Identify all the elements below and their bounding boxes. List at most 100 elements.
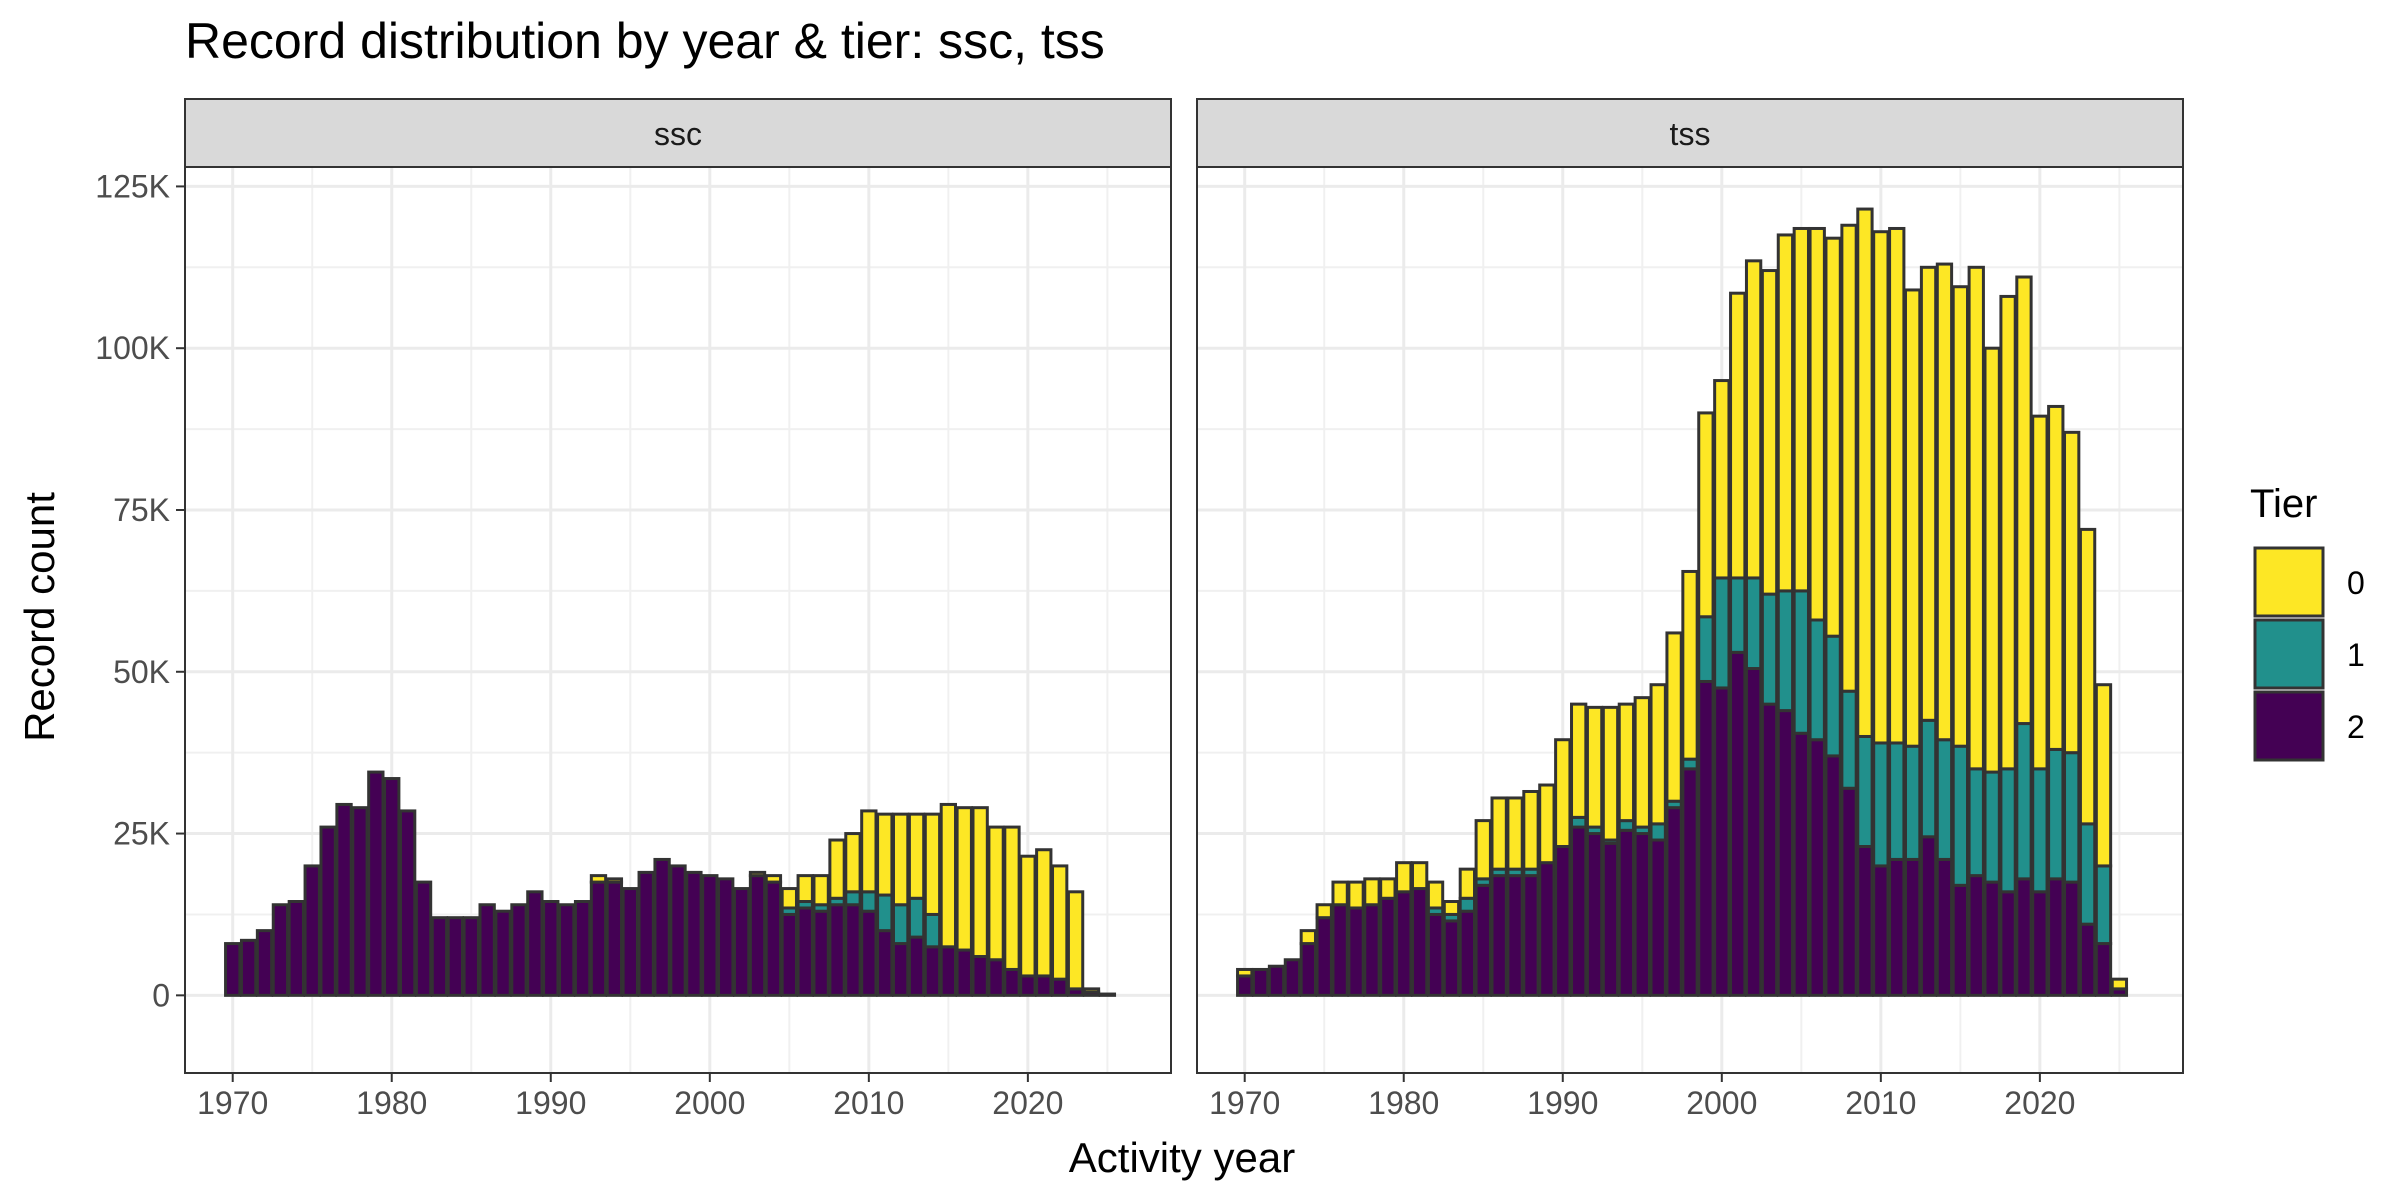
bar-ssc-2021-tier-0 bbox=[1035, 848, 1053, 978]
bar-tss-1980-tier-0 bbox=[1395, 861, 1413, 894]
bar-ssc-1990-tier-2 bbox=[542, 900, 560, 997]
facet-strip-label: ssc bbox=[654, 116, 702, 152]
bar-tss-2000-tier-2 bbox=[1713, 686, 1731, 997]
bar-ssc-2007-tier-2 bbox=[812, 909, 830, 997]
bar-tss-1984-tier-0 bbox=[1458, 867, 1477, 900]
bar-tss-2019-tier-1 bbox=[2015, 722, 2033, 881]
bar-ssc-1999-tier-2 bbox=[685, 870, 703, 997]
bar-ssc-2000-tier-2 bbox=[701, 874, 719, 997]
bar-tss-2005-tier-1 bbox=[1792, 589, 1810, 735]
bar-tss-2007-tier-0 bbox=[1824, 236, 1842, 638]
bar-ssc-2019-tier-2 bbox=[1003, 967, 1021, 997]
bar-ssc-2003-tier-0 bbox=[748, 870, 767, 878]
bar-tss-2016-tier-0 bbox=[1967, 265, 1985, 771]
bar-tss-1987-tier-2 bbox=[1506, 874, 1524, 997]
bar-ssc-2018-tier-2 bbox=[987, 958, 1005, 997]
bar-ssc-2016-tier-0 bbox=[955, 806, 973, 952]
bar-ssc-2003-tier-2 bbox=[748, 874, 767, 997]
bar-ssc-2022-tier-0 bbox=[1051, 864, 1069, 981]
bar-tss-2015-tier-2 bbox=[1951, 883, 1970, 997]
x-tick-label: 2020 bbox=[992, 1085, 1063, 1121]
bar-tss-2012-tier-2 bbox=[1903, 857, 1922, 997]
bar-tss-1991-tier-0 bbox=[1570, 702, 1588, 819]
bar-tss-1981-tier-2 bbox=[1410, 887, 1429, 997]
facet-strip bbox=[184, 98, 1172, 168]
bar-ssc-2020-tier-2 bbox=[1019, 974, 1037, 997]
bar-tss-2004-tier-2 bbox=[1776, 709, 1795, 997]
bar-ssc-2010-tier-1 bbox=[860, 890, 878, 913]
x-tick-label: 1970 bbox=[1209, 1085, 1280, 1121]
bar-tss-1975-tier-2 bbox=[1315, 916, 1333, 997]
bar-ssc-2008-tier-2 bbox=[828, 903, 846, 997]
bar-tss-2020-tier-2 bbox=[2031, 890, 2049, 997]
bar-tss-2014-tier-1 bbox=[1935, 738, 1954, 861]
bar-tss-2012-tier-0 bbox=[1903, 288, 1922, 748]
bar-ssc-1978-tier-2 bbox=[351, 806, 369, 997]
bar-ssc-1981-tier-2 bbox=[398, 809, 417, 997]
bar-ssc-1989-tier-2 bbox=[526, 890, 544, 997]
bar-ssc-1973-tier-2 bbox=[271, 903, 290, 997]
bar-tss-2012-tier-1 bbox=[1903, 744, 1922, 861]
y-tick-label: 75K bbox=[113, 492, 170, 528]
bar-ssc-2010-tier-0 bbox=[860, 809, 878, 894]
x-tick-label: 2000 bbox=[1686, 1085, 1757, 1121]
bar-ssc-2018-tier-0 bbox=[987, 825, 1005, 962]
bar-ssc-1976-tier-2 bbox=[319, 825, 337, 997]
panel-tss: tss 1970 1980 1990 2000 2010 2020 bbox=[1196, 98, 2184, 1121]
bar-tss-2002-tier-2 bbox=[1744, 667, 1763, 997]
bar-ssc-1988-tier-2 bbox=[510, 903, 528, 997]
bar-ssc-2015-tier-2 bbox=[939, 945, 958, 997]
bar-tss-2024-tier-0 bbox=[2094, 683, 2113, 868]
bar-tss-2008-tier-1 bbox=[1840, 689, 1858, 790]
bar-tss-2018-tier-1 bbox=[1999, 767, 2017, 894]
bar-ssc-2014-tier-1 bbox=[923, 912, 942, 949]
bar-ssc-2017-tier-2 bbox=[971, 955, 989, 997]
bar-tss-2022-tier-2 bbox=[2063, 880, 2081, 997]
bar-tss-2014-tier-2 bbox=[1935, 857, 1954, 997]
y-axis-title: Record count bbox=[16, 492, 63, 742]
bar-tss-2011-tier-0 bbox=[1888, 226, 1906, 745]
bar-ssc-2005-tier-0 bbox=[780, 887, 798, 910]
bar-ssc-2001-tier-2 bbox=[717, 877, 735, 997]
chart-title: Record distribution by year & tier: ssc,… bbox=[185, 13, 1105, 69]
bar-tss-2024-tier-2 bbox=[2094, 942, 2113, 997]
bar-ssc-1983-tier-2 bbox=[430, 916, 449, 997]
bar-tss-2011-tier-2 bbox=[1888, 857, 1906, 997]
bar-tss-1985-tier-2 bbox=[1474, 883, 1492, 997]
bar-tss-1990-tier-0 bbox=[1554, 738, 1572, 849]
bar-tss-1992-tier-0 bbox=[1585, 705, 1604, 829]
bar-tss-1979-tier-2 bbox=[1379, 896, 1397, 997]
bar-tss-1999-tier-1 bbox=[1697, 615, 1715, 683]
bar-tss-1986-tier-2 bbox=[1490, 874, 1508, 997]
bar-tss-2024-tier-1 bbox=[2094, 864, 2113, 946]
bar-ssc-1993-tier-0 bbox=[589, 874, 608, 884]
bar-tss-2023-tier-2 bbox=[2078, 922, 2097, 997]
bar-tss-2017-tier-1 bbox=[1983, 770, 2001, 884]
bar-tss-1983-tier-0 bbox=[1442, 900, 1461, 916]
bar-tss-2017-tier-2 bbox=[1983, 880, 2001, 997]
bar-tss-2017-tier-0 bbox=[1983, 346, 2001, 774]
bar-ssc-2011-tier-2 bbox=[876, 929, 894, 997]
bar-ssc-2023-tier-0 bbox=[1066, 890, 1085, 991]
bar-ssc-2025-tier-2 bbox=[1098, 992, 1117, 997]
bar-ssc-2004-tier-2 bbox=[764, 880, 783, 997]
bar-ssc-1987-tier-2 bbox=[494, 909, 512, 997]
bar-tss-1982-tier-0 bbox=[1426, 880, 1445, 910]
bar-tss-1989-tier-0 bbox=[1538, 783, 1556, 865]
bar-tss-2023-tier-0 bbox=[2078, 527, 2097, 826]
bar-tss-2021-tier-0 bbox=[2047, 404, 2065, 751]
y-tick-label: 125K bbox=[95, 168, 170, 204]
bar-tss-1994-tier-0 bbox=[1617, 702, 1636, 823]
bar-tss-2005-tier-0 bbox=[1792, 226, 1810, 593]
bar-ssc-2004-tier-0 bbox=[764, 874, 783, 884]
x-tick-label: 2010 bbox=[1845, 1085, 1916, 1121]
bar-tss-2002-tier-1 bbox=[1744, 576, 1763, 671]
bar-ssc-2013-tier-0 bbox=[907, 812, 926, 900]
bar-tss-2016-tier-2 bbox=[1967, 874, 1985, 997]
bar-tss-1992-tier-2 bbox=[1585, 832, 1604, 997]
bar-tss-2022-tier-0 bbox=[2063, 430, 2081, 755]
bar-tss-1991-tier-2 bbox=[1570, 825, 1588, 997]
bar-tss-2020-tier-0 bbox=[2031, 414, 2049, 771]
x-tick-label: 2020 bbox=[2004, 1085, 2075, 1121]
